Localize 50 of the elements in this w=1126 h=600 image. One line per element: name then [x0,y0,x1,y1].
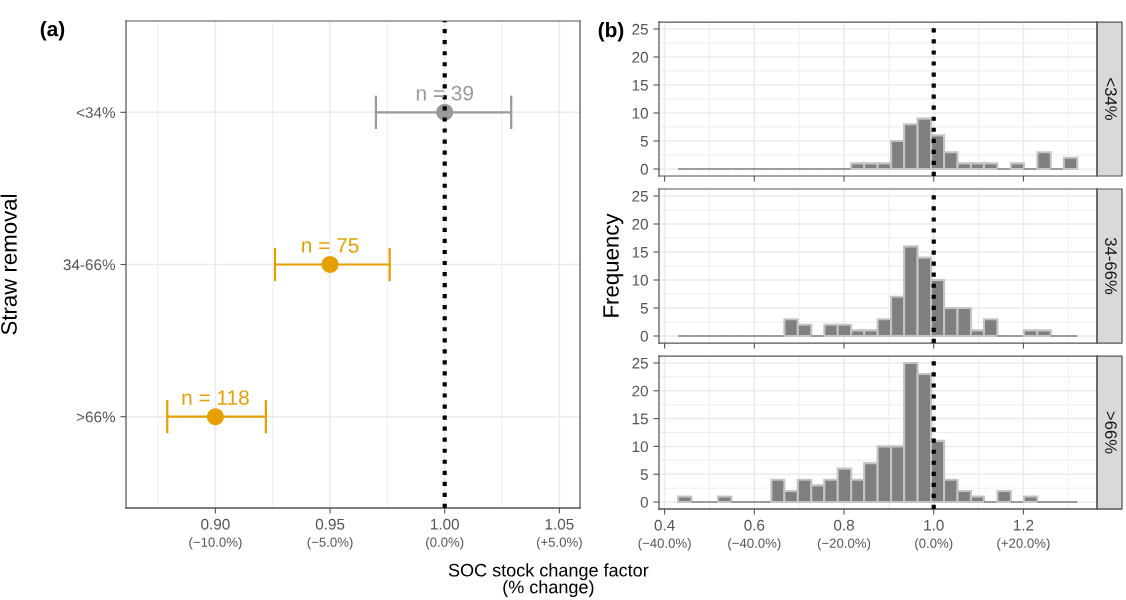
x-tick-label: 1.2 [1013,519,1034,531]
text: (−5.0%) [307,537,353,550]
y-tick-label: 25 [632,23,648,35]
text: >66% [1105,411,1117,454]
y-tick-label: 15 [632,80,648,91]
text: (−40.0%) [638,538,691,551]
y-tick-label: 10 [632,107,648,119]
annotation: n = 75 [302,238,359,253]
y-tick-label: 5 [640,136,648,147]
y-tick-label: 0 [640,163,648,175]
y-tick-label: 20 [632,51,648,63]
annotation: n = 39 [416,85,473,101]
y-tick-label: 0 [640,496,648,508]
x-tick-label: 1.05 [545,518,574,530]
y-tick-label: 25 [632,357,648,369]
text: (−40.0%) [728,538,781,551]
y-tick-label: 20 [632,218,648,230]
y-tick-label: 10 [632,274,648,286]
text: (−10.0%) [189,537,242,550]
y-tick-label: 5 [640,469,648,480]
text: 34-66% [1105,237,1117,295]
text: (−20.0%) [817,538,871,551]
y-tick-label: 0 [640,330,648,342]
text: <34% [1105,78,1117,120]
chart-title: (b) [598,22,624,42]
x-tick-label: 0.90 [201,518,230,530]
y-axis-title: Frequency [603,213,624,317]
x-tick-label: 1.00 [431,518,459,530]
x-tick-label: 0.8 [834,519,854,531]
x-tick-label: 0.6 [744,519,765,531]
text: (0.0%) [915,538,953,551]
y-tick-label: 10 [632,441,648,453]
x-tick-label: 1.0 [924,519,944,531]
y-tick-label: >66% [76,411,116,423]
x-tick-label: 0.4 [654,519,675,531]
x-axis-title: SOC stock change factor (% change) [448,563,649,597]
y-tick-label: 15 [632,247,648,258]
y-tick-label: 34-66% [63,259,116,271]
y-axis-title: Straw removal [0,194,17,335]
y-tick-label: 5 [640,303,648,314]
chart-title: (a) [40,21,65,41]
text: (+20.0%) [997,538,1050,551]
annotation: n = 118 [182,390,249,405]
text: (0.0%) [426,537,464,550]
x-tick-label: 0.95 [315,518,345,530]
y-tick-label: 20 [632,385,648,397]
y-tick-label: <34% [76,107,116,118]
y-tick-label: 25 [632,190,648,202]
y-tick-label: 15 [632,413,648,425]
text: (+5.0%) [536,537,582,550]
